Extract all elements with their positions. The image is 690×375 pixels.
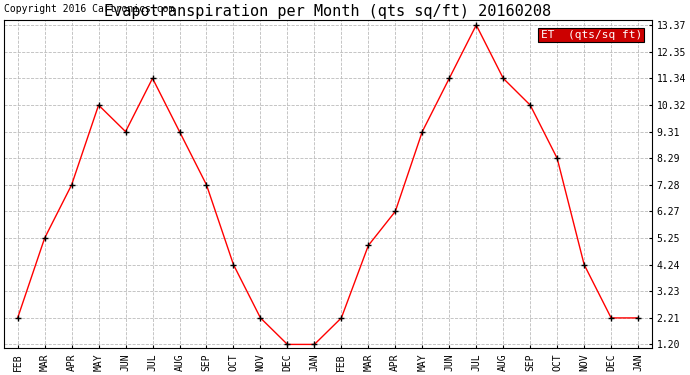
Text: Copyright 2016 Cartronics.com: Copyright 2016 Cartronics.com — [4, 4, 175, 14]
Text: ET  (qts/sq ft): ET (qts/sq ft) — [541, 30, 642, 40]
Title: Evapotranspiration per Month (qts sq/ft) 20160208: Evapotranspiration per Month (qts sq/ft)… — [104, 4, 551, 19]
